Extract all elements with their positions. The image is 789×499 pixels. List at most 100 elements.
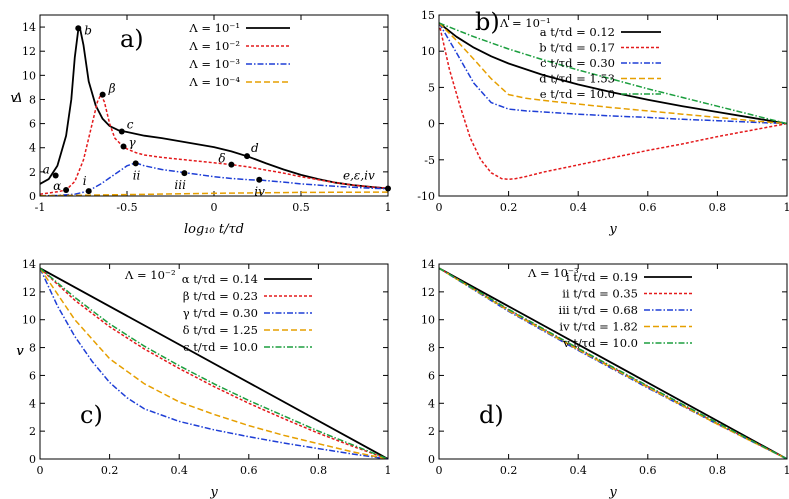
legend-label: Λ = 10⁻² [188,39,240,53]
marker-point [120,143,127,150]
legend-label: γ t/τd = 0.30 [183,306,258,320]
panel-label: a) [120,25,144,53]
y-tick-label: 8 [29,342,36,355]
series-line [40,93,388,195]
legend-label: d t/τd = 1.53 [539,72,615,86]
chart-title: Λ = 10⁻² [124,268,176,282]
y-tick-label: 12 [22,45,36,58]
series-group [40,267,388,459]
y-tick-label: 2 [29,166,36,179]
y-tick-label: -5 [424,154,435,167]
y-tick-label: 4 [29,397,36,410]
chart-title: Λ = 10⁻¹ [499,16,551,30]
legend-label: i t/τd = 0.19 [566,270,638,284]
x-tick-label: -1 [35,201,46,214]
series-line [40,27,388,190]
marker-label: iv [254,185,265,199]
x-tick-label: 0.2 [101,464,119,477]
legend-label: iii t/τd = 0.68 [559,303,638,317]
legend-label: δ t/τd = 1.25 [183,323,258,337]
series-line [439,267,787,459]
x-tick-label: 0.2 [500,201,518,214]
x-axis-label: log₁₀ t/τd [184,222,244,237]
x-tick-label: 1 [385,464,392,477]
y-tick-label: 10 [421,45,435,58]
marker-label: δ [218,152,225,166]
x-tick-label: 1 [385,201,392,214]
series-group [40,27,388,196]
y-tick-label: 8 [428,342,435,355]
x-tick-label: 0.5 [292,201,310,214]
legend-label: v t/τd = 10.0 [562,336,638,350]
series-line [40,267,388,459]
marker-label: i [83,174,87,188]
x-tick-label: 0.6 [240,464,258,477]
legend-label: α t/τd = 0.14 [182,272,258,286]
plot-frame [438,263,788,460]
y-tick-label: 10 [421,314,435,327]
x-axis-label: y [608,485,617,499]
series-line [439,22,787,125]
legend-label: b t/τd = 0.17 [539,41,615,55]
series-group [439,267,787,459]
y-tick-label: 0 [428,118,435,131]
legend-label: e t/τd = 10.0 [540,87,615,101]
y-tick-label: 10 [22,69,36,82]
x-tick-label: 1 [784,464,789,477]
x-tick-label: 1 [784,201,789,214]
panel-label: d) [479,401,504,429]
series-line [439,22,787,125]
marker-label: c [127,117,134,131]
chart-title: Λ = 10⁻³ [527,266,579,280]
series-line [40,162,388,196]
marker-label: b [84,23,92,37]
marker-label: γ [129,136,137,150]
series-line [40,191,388,196]
y-tick-label: 14 [22,21,36,34]
marker-label: e,ε,iv [343,169,375,183]
x-tick-label: 0 [211,201,218,214]
legend-label: iv t/τd = 1.82 [559,320,638,334]
series-line [439,267,787,459]
marker-point [85,188,92,195]
x-tick-label: 0.4 [170,464,188,477]
legend-label: Λ = 10⁻¹ [188,21,240,35]
y-tick-label: 0 [428,453,435,466]
y-axis-label: v [10,91,18,106]
y-tick-label: 2 [29,425,36,438]
legend-label: c t/τd = 0.30 [540,56,615,70]
y-axis-label: v [16,344,24,359]
marker-point [244,153,251,160]
y-tick-label: -10 [417,190,435,203]
y-tick-label: 14 [421,258,435,271]
legend-label: β t/τd = 0.23 [183,289,258,303]
legend-label: Λ = 10⁻³ [188,57,240,71]
x-axis-label: y [608,222,617,237]
series-line [439,22,787,181]
legend-label: Λ = 10⁻⁴ [188,75,240,89]
x-tick-label: 0.6 [639,464,657,477]
x-tick-label: 0.2 [500,464,518,477]
legend-label: a t/τd = 0.12 [540,25,615,39]
x-tick-label: 0.4 [569,201,587,214]
y-tick-label: 0 [29,453,36,466]
x-tick-label: -0.5 [116,201,137,214]
x-tick-label: 0 [37,464,44,477]
series-line [40,267,388,459]
marker-point [385,185,391,192]
legend-label: ϵ t/τd = 10.0 [183,340,258,354]
series-line [439,22,787,125]
y-tick-label: 12 [421,286,435,299]
legend-label: ii t/τd = 0.35 [562,287,638,301]
marker-label: d [251,141,259,155]
plot-frame [39,263,389,460]
y-tick-label: 4 [428,397,435,410]
marker-point [99,91,106,98]
marker-point [228,161,235,168]
y-tick-label: 6 [428,369,435,382]
series-group [439,22,787,181]
marker-label: iii [174,178,186,192]
series-line [40,267,388,459]
